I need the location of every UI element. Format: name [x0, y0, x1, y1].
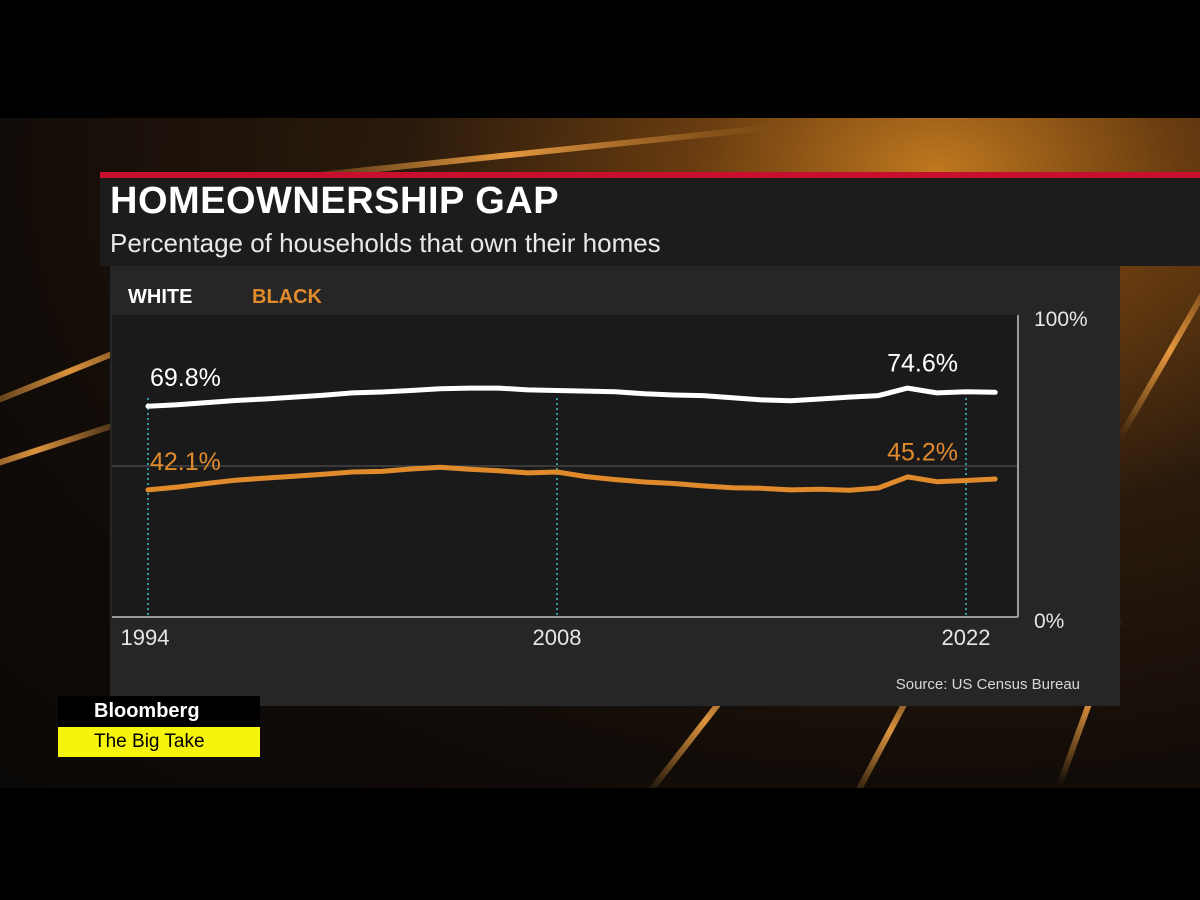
show-label: The Big Take: [58, 727, 260, 757]
data-label-white-start: 69.8%: [150, 364, 221, 392]
chart-title: HOMEOWNERSHIP GAP: [110, 180, 560, 222]
source-note: Source: US Census Bureau: [895, 676, 1080, 693]
x-tick-label-2008: 2008: [533, 625, 582, 650]
letterbox-top: [0, 0, 1200, 118]
legend-white: WHITE: [128, 286, 193, 308]
network-logo: Bloomberg: [58, 696, 260, 727]
y-tick-label-bottom: 0%: [1034, 610, 1064, 633]
series-line-black: [145, 464, 998, 493]
x-tick-label-2022: 2022: [942, 625, 991, 650]
y-tick-label-top: 100%: [1034, 308, 1088, 331]
data-label-black-start: 42.1%: [150, 448, 221, 476]
chart-subtitle: Percentage of households that own their …: [110, 228, 661, 258]
series-line-white: [145, 385, 998, 409]
data-label-black-end: 45.2%: [887, 438, 958, 466]
data-label-white-end: 74.6%: [887, 350, 958, 378]
panel-accent-bar: [100, 172, 1200, 178]
chart-header-panel: [100, 178, 1200, 266]
x-tick-label-1994: 1994: [121, 625, 170, 650]
letterbox-bottom: [0, 788, 1200, 900]
legend-black: BLACK: [252, 286, 322, 308]
